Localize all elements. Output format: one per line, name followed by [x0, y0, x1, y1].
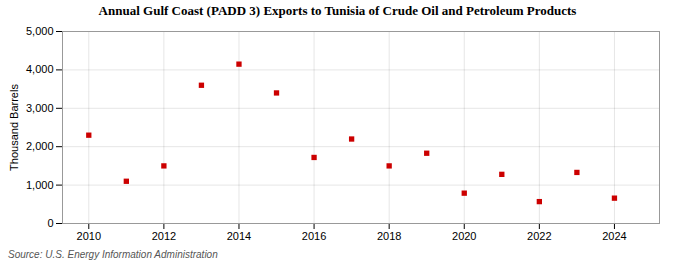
- svg-text:2012: 2012: [152, 230, 176, 242]
- svg-text:2018: 2018: [377, 230, 401, 242]
- svg-text:2024: 2024: [602, 230, 626, 242]
- svg-text:4,000: 4,000: [26, 63, 54, 75]
- svg-text:0: 0: [47, 217, 53, 229]
- svg-text:Thousand Barrels: Thousand Barrels: [8, 84, 20, 171]
- svg-text:2010: 2010: [77, 230, 101, 242]
- svg-text:2020: 2020: [452, 230, 476, 242]
- html-text:Annual Gulf Coast (PADD 3) Exp: Annual Gulf Coast (PADD 3) Exports to Tu…: [98, 3, 577, 18]
- svg-text:1,000: 1,000: [26, 179, 54, 191]
- svg-text:2014: 2014: [227, 230, 251, 242]
- svg-text:2016: 2016: [302, 230, 326, 242]
- svg-text:2022: 2022: [527, 230, 551, 242]
- html-text:Source: U.S. Energy Informatio: Source: U.S. Energy Information Administ…: [8, 249, 218, 260]
- svg-text:3,000: 3,000: [26, 102, 54, 114]
- svg-text:5,000: 5,000: [26, 25, 54, 37]
- svg-text:2,000: 2,000: [26, 140, 54, 152]
